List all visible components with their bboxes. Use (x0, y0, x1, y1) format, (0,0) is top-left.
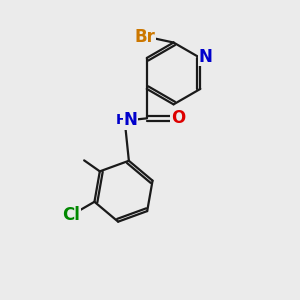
Text: Br: Br (134, 28, 155, 46)
Text: N: N (124, 111, 137, 129)
Text: H: H (116, 113, 127, 127)
Text: O: O (171, 109, 185, 127)
Text: N: N (199, 47, 213, 65)
Text: Cl: Cl (62, 206, 80, 224)
